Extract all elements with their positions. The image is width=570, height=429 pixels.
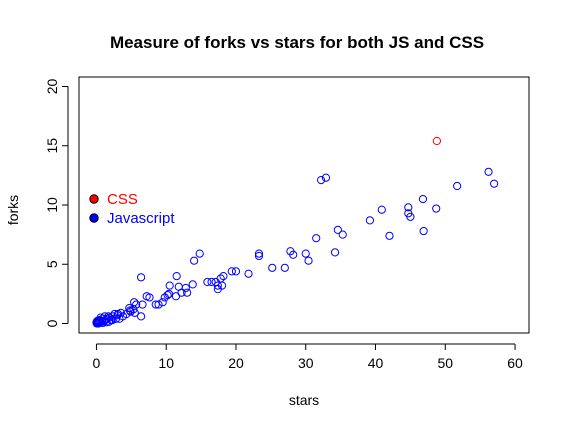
plot-frame (78, 76, 530, 334)
y-tick-label: 20 (44, 78, 60, 94)
javascript-point (330, 248, 340, 257)
javascript-point (268, 263, 277, 272)
javascript-point (163, 290, 172, 300)
javascript-point (188, 280, 197, 289)
javascript-point (385, 231, 394, 240)
javascript-point (365, 216, 375, 225)
javascript-point (165, 281, 174, 290)
javascript-point (244, 269, 253, 278)
javascript-point (432, 204, 441, 213)
y-axis-label: forks (5, 195, 21, 225)
javascript-point (312, 234, 321, 243)
javascript-point (419, 226, 428, 236)
javascript-point (92, 318, 101, 327)
javascript-point (195, 249, 204, 258)
javascript-point (453, 181, 462, 191)
x-tick-label: 60 (507, 355, 523, 371)
javascript-point (203, 277, 212, 287)
javascript-point (181, 283, 190, 293)
javascript-point (172, 272, 181, 281)
javascript-point (138, 300, 147, 309)
javascript-point (227, 267, 236, 276)
javascript-point (98, 318, 107, 328)
x-tick-label: 30 (298, 355, 314, 371)
javascript-point (289, 250, 298, 259)
javascript-point (377, 205, 386, 214)
javascript-point (104, 317, 114, 326)
javascript-point (102, 318, 111, 327)
javascript-point (130, 308, 139, 317)
data-points (92, 136, 499, 328)
javascript-point (136, 273, 146, 282)
javascript-point (333, 225, 342, 234)
javascript-point (126, 307, 135, 316)
javascript-point (183, 288, 192, 297)
chart-title: Measure of forks vs stars for both JS an… (110, 33, 484, 52)
css-point (432, 136, 442, 146)
javascript-point (338, 230, 347, 239)
javascript-point (106, 315, 116, 325)
javascript-point (404, 203, 413, 212)
y-tick-label: 15 (44, 138, 60, 154)
javascript-point (219, 272, 228, 281)
javascript-point (304, 256, 313, 265)
javascript-point (151, 300, 160, 309)
javascript-point (111, 314, 121, 323)
javascript-point (136, 312, 146, 321)
javascript-point (115, 314, 124, 323)
javascript-point (154, 300, 163, 309)
x-axis: 0 10 20 30 40 50 60 (93, 343, 523, 371)
y-tick-label: 5 (44, 260, 60, 268)
x-tick-label: 40 (368, 355, 384, 371)
legend-label-javascript: Javascript (107, 210, 175, 227)
javascript-point (280, 263, 289, 272)
javascript-point (207, 277, 216, 287)
javascript-point (490, 179, 499, 188)
x-tick-label: 20 (228, 355, 244, 371)
javascript-point (94, 319, 103, 328)
javascript-point (301, 249, 310, 258)
javascript-point (213, 281, 222, 290)
javascript-point (213, 285, 222, 294)
javascript-point (142, 292, 151, 301)
javascript-point (484, 167, 493, 176)
javascript-point (158, 298, 167, 307)
x-axis-label: stars (289, 392, 319, 408)
javascript-point (171, 292, 181, 301)
legend-label-css: CSS (107, 191, 138, 208)
x-tick-label: 10 (158, 355, 174, 371)
javascript-point (406, 212, 415, 221)
javascript-point (321, 173, 331, 182)
javascript-point (254, 249, 264, 258)
javascript-point (129, 305, 138, 314)
javascript-point (231, 267, 241, 276)
legend: CSS Javascript (89, 191, 175, 227)
javascript-point (418, 194, 428, 204)
javascript-point (190, 256, 199, 265)
y-tick-label: 0 (44, 319, 60, 327)
x-tick-label: 50 (437, 355, 453, 371)
javascript-point (132, 300, 141, 309)
x-tick-label: 0 (93, 355, 101, 371)
javascript-point (160, 293, 169, 302)
javascript-point (254, 251, 264, 261)
legend-marker-javascript (89, 213, 99, 223)
legend-marker-css (89, 194, 99, 204)
javascript-point (113, 309, 123, 319)
y-axis: 0 5 10 15 20 (44, 78, 69, 327)
y-tick-label: 10 (44, 197, 60, 213)
javascript-point (316, 176, 326, 185)
